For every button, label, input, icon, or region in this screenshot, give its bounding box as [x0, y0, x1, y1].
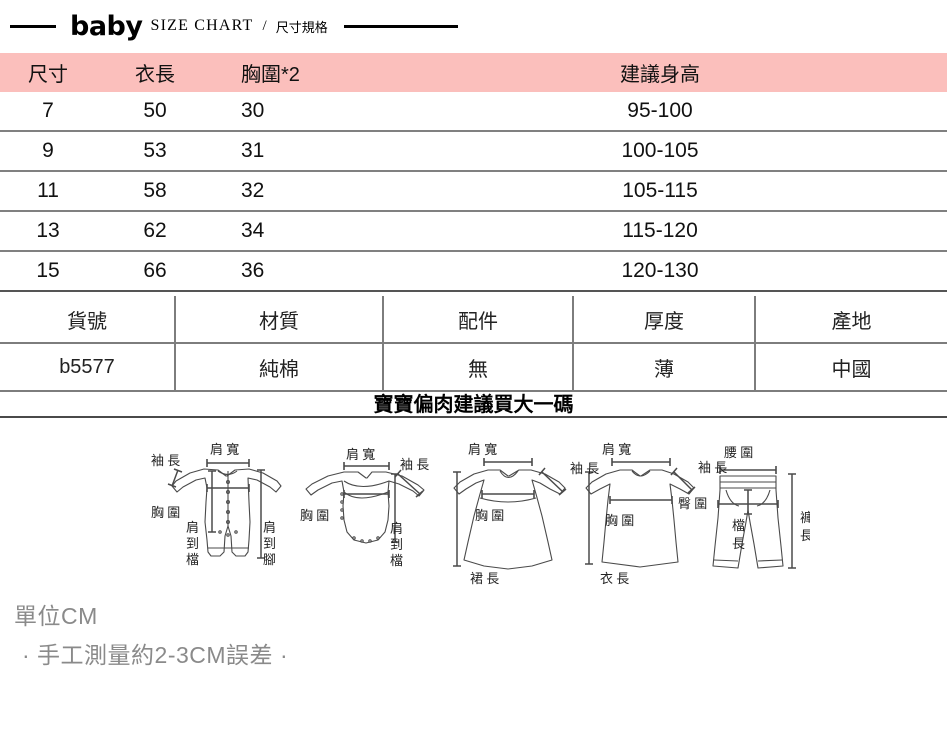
sizing-advice-note: 寶寶偏肉建議買大一碼 — [373, 394, 574, 416]
spec-header-material: 材質 — [174, 296, 384, 344]
cell-height: 105-115 — [622, 179, 698, 202]
cell-bust: 34 — [241, 219, 265, 242]
spec-value-origin: 中國 — [754, 342, 947, 392]
label-bust: 胸 圍 — [300, 508, 329, 523]
spec-value-row: b5577 純棉 無 薄 中國 — [0, 342, 947, 392]
label-waist: 腰 圍 — [724, 445, 753, 460]
label-pants-length: 長 — [800, 528, 810, 543]
label-pants-length: 褲 — [800, 510, 810, 525]
cell-length: 62 — [143, 219, 167, 242]
cell-size: 11 — [37, 179, 59, 202]
table-row: 11 58 32 105-115 — [0, 172, 947, 212]
spec-header-origin: 產地 — [754, 296, 947, 344]
brand-label: baby — [70, 10, 143, 42]
column-header-height: 建議身高 — [620, 64, 700, 86]
spec-label: 尺寸規格 — [275, 19, 328, 35]
label-shoulder-width: 肩 寬 — [602, 442, 631, 457]
label-sleeve-length: 袖 長 — [400, 457, 429, 472]
label-shoulder-to-crotch: 檔 — [186, 552, 199, 567]
cell-height: 120-130 — [621, 259, 699, 282]
title-rule-left — [10, 24, 56, 28]
table-row: 13 62 34 115-120 — [0, 212, 947, 252]
column-header-size: 尺寸 — [28, 64, 68, 86]
spec-header-row: 貨號 材質 配件 厚度 產地 — [0, 296, 947, 344]
cell-length: 66 — [143, 259, 167, 282]
label-shoulder-to-crotch: 到 — [390, 537, 403, 552]
cell-length: 50 — [143, 99, 167, 122]
cell-height: 115-120 — [622, 219, 698, 242]
spec-value-material: 純棉 — [174, 342, 384, 392]
label-shoulder-to-foot: 到 — [263, 536, 276, 551]
label-crotch-length: 檔 — [732, 518, 745, 533]
label-shoulder-to-crotch: 檔 — [390, 553, 403, 568]
label-bust: 胸 圍 — [475, 508, 504, 523]
label-sleeve-length: 袖 長 — [570, 461, 599, 476]
table-row: 7 50 30 95-100 — [0, 92, 947, 132]
chart-title-bar: baby SIZE CHART / 尺寸規格 — [0, 8, 947, 44]
label-garment-length: 衣 長 — [600, 571, 629, 586]
dress-diagram — [453, 458, 567, 570]
column-header-length: 衣長 — [135, 64, 175, 86]
label-sleeve-length: 袖 長 — [151, 453, 180, 468]
label-shoulder-width: 肩 寬 — [468, 442, 497, 457]
cell-size: 7 — [42, 99, 54, 122]
romper-diagram — [167, 459, 282, 559]
measurement-diagrams: 肩 寬 袖 長 胸 圍 肩 到 檔 肩 到 腳 肩 寬 袖 長 胸 圍 肩 到 … — [150, 440, 810, 595]
cell-length: 58 — [143, 179, 167, 202]
note-divider — [0, 416, 947, 418]
cell-bust: 32 — [241, 179, 265, 202]
size-chart-label: SIZE CHART — [150, 17, 254, 34]
label-shoulder-to-foot: 肩 — [263, 520, 276, 535]
label-shoulder-to-crotch: 到 — [186, 536, 199, 551]
spec-value-accessories: 無 — [382, 342, 574, 392]
unit-note: 單位CM — [14, 603, 98, 629]
cell-size: 13 — [36, 219, 60, 242]
cell-height: 95-100 — [627, 99, 693, 122]
table-row: 9 53 31 100-105 — [0, 132, 947, 172]
label-skirt-length: 裙 長 — [470, 571, 499, 586]
spec-table: 貨號 材質 配件 厚度 產地 b5577 純棉 無 薄 中國 — [0, 296, 947, 392]
spec-header-accessories: 配件 — [382, 296, 574, 344]
label-bust: 胸 圍 — [605, 513, 634, 528]
tolerance-note: · 手工測量約2-3CM誤差 · — [22, 642, 289, 668]
title-separator: / — [262, 17, 267, 34]
pants-diagram — [712, 466, 796, 569]
title-rule-right — [343, 24, 458, 28]
label-hip: 臀 圍 — [678, 496, 707, 511]
cell-bust: 36 — [241, 259, 265, 282]
label-sleeve-length: 袖 長 — [698, 460, 727, 475]
label-shoulder-width: 肩 寬 — [346, 447, 375, 462]
label-crotch-length: 長 — [732, 536, 745, 551]
cell-bust: 31 — [241, 139, 265, 162]
cell-size: 9 — [42, 139, 54, 162]
label-shoulder-width: 肩 寬 — [210, 442, 239, 457]
cell-length: 53 — [143, 139, 167, 162]
label-shoulder-to-crotch: 肩 — [186, 520, 199, 535]
size-table: 尺寸 衣長 胸圍*2 建議身高 7 50 30 95-100 9 53 31 1… — [0, 53, 947, 292]
cell-size: 15 — [36, 259, 60, 282]
spec-value-item-code: b5577 — [0, 342, 176, 392]
top-diagram — [585, 458, 696, 568]
label-shoulder-to-crotch: 肩 — [390, 521, 403, 536]
spec-header-item-code: 貨號 — [0, 296, 176, 344]
cell-bust: 30 — [241, 99, 265, 122]
spec-header-thickness: 厚度 — [572, 296, 756, 344]
bodysuit-diagram — [305, 462, 425, 544]
size-table-header-row: 尺寸 衣長 胸圍*2 建議身高 — [0, 53, 947, 92]
column-header-bust: 胸圍*2 — [241, 64, 300, 86]
label-bust: 胸 圍 — [151, 505, 180, 520]
table-row: 15 66 36 120-130 — [0, 252, 947, 292]
cell-height: 100-105 — [621, 139, 699, 162]
spec-value-thickness: 薄 — [572, 342, 756, 392]
label-shoulder-to-foot: 腳 — [263, 552, 276, 567]
